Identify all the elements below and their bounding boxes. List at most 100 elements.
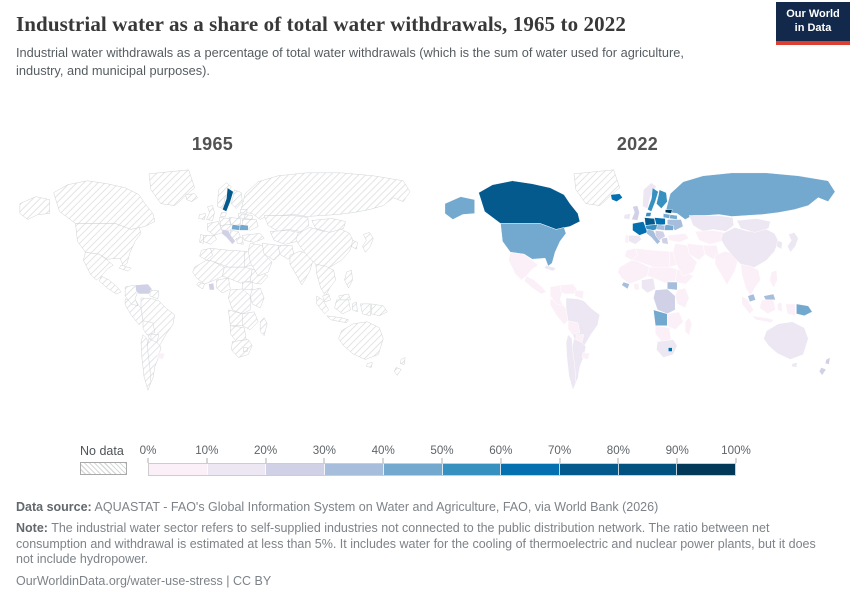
region-japan[interactable] bbox=[787, 232, 799, 253]
canonical-url-link[interactable]: OurWorldinData.org/water-use-stress bbox=[16, 574, 223, 588]
legend-bin[interactable] bbox=[149, 464, 208, 475]
region-kazakhstan[interactable] bbox=[688, 215, 735, 232]
no-data-swatch[interactable] bbox=[80, 462, 127, 475]
region-romania[interactable] bbox=[239, 224, 249, 231]
region-greenland[interactable] bbox=[573, 169, 620, 206]
legend-bin[interactable] bbox=[501, 464, 560, 475]
region-ghana[interactable] bbox=[633, 282, 640, 291]
region-iceland[interactable] bbox=[610, 193, 623, 202]
region-turkey[interactable] bbox=[242, 233, 265, 243]
region-chile[interactable] bbox=[140, 334, 152, 391]
region-mongolia[interactable] bbox=[736, 218, 771, 233]
region-philippines[interactable] bbox=[344, 269, 353, 289]
region-new-zealand[interactable] bbox=[818, 357, 831, 376]
region-russia[interactable] bbox=[241, 172, 411, 220]
region-south-africa[interactable] bbox=[656, 339, 678, 358]
region-denmark[interactable] bbox=[645, 212, 652, 217]
legend-bin[interactable] bbox=[383, 464, 443, 475]
region-south-sudan[interactable] bbox=[667, 281, 678, 291]
region-australia[interactable] bbox=[338, 321, 384, 368]
region-lesotho[interactable] bbox=[668, 347, 673, 352]
region-west-africa[interactable] bbox=[192, 259, 225, 285]
region-peru[interactable] bbox=[549, 298, 569, 325]
region-alaska[interactable] bbox=[19, 196, 50, 220]
region-uruguay[interactable] bbox=[156, 352, 166, 360]
region-uk[interactable] bbox=[631, 205, 640, 221]
region-romania[interactable] bbox=[664, 224, 674, 231]
region-namibia[interactable] bbox=[230, 325, 247, 342]
region-indonesia[interactable] bbox=[741, 295, 796, 323]
region-belarus[interactable] bbox=[244, 214, 253, 220]
region-greece[interactable] bbox=[236, 237, 244, 245]
region-bolivia[interactable] bbox=[567, 320, 581, 335]
region-ireland[interactable] bbox=[198, 213, 206, 220]
region-central-america[interactable] bbox=[99, 275, 122, 295]
legend-bin[interactable] bbox=[325, 464, 384, 475]
region-guyana[interactable] bbox=[149, 289, 160, 300]
region-west-africa[interactable] bbox=[617, 259, 650, 285]
region-estonia[interactable] bbox=[665, 209, 673, 214]
region-canada[interactable] bbox=[478, 180, 581, 230]
region-indochina[interactable] bbox=[315, 263, 336, 297]
region-papua-new-guinea[interactable] bbox=[371, 303, 388, 317]
region-poland[interactable] bbox=[229, 217, 241, 226]
region-iran[interactable] bbox=[686, 243, 706, 261]
region-liberia[interactable] bbox=[196, 281, 205, 290]
region-portugal[interactable] bbox=[624, 234, 629, 244]
region-drc[interactable] bbox=[228, 288, 251, 315]
region-madagascar[interactable] bbox=[684, 317, 693, 336]
region-zambia[interactable] bbox=[667, 311, 684, 330]
region-south-africa[interactable] bbox=[231, 339, 253, 358]
region-turkey[interactable] bbox=[667, 233, 690, 243]
region-korea[interactable] bbox=[776, 240, 783, 250]
region-madagascar[interactable] bbox=[259, 317, 268, 336]
region-central-asia[interactable] bbox=[269, 230, 300, 245]
region-east-africa[interactable] bbox=[674, 287, 690, 309]
region-iran[interactable] bbox=[261, 243, 281, 261]
region-australia[interactable] bbox=[763, 321, 809, 368]
legend-bin[interactable] bbox=[618, 464, 678, 475]
region-finland[interactable] bbox=[231, 189, 243, 209]
region-greenland[interactable] bbox=[148, 169, 195, 206]
region-sweden[interactable] bbox=[647, 187, 659, 212]
region-hungary[interactable] bbox=[656, 224, 666, 231]
region-sweden[interactable] bbox=[222, 187, 234, 212]
region-central-asia[interactable] bbox=[694, 230, 725, 245]
region-indonesia[interactable] bbox=[316, 295, 371, 323]
region-nigeria[interactable] bbox=[216, 277, 231, 294]
region-ghana[interactable] bbox=[208, 282, 215, 291]
legend-bin[interactable] bbox=[442, 464, 502, 475]
region-estonia[interactable] bbox=[240, 209, 248, 214]
region-spain[interactable] bbox=[203, 235, 217, 245]
region-greece[interactable] bbox=[661, 237, 669, 245]
region-bolivia[interactable] bbox=[142, 320, 156, 335]
region-canada[interactable] bbox=[53, 180, 156, 230]
legend-bin[interactable] bbox=[677, 464, 736, 475]
region-italy[interactable] bbox=[221, 229, 236, 245]
region-peru[interactable] bbox=[124, 298, 144, 325]
legend-bin[interactable] bbox=[207, 464, 267, 475]
region-mexico[interactable] bbox=[83, 252, 114, 281]
region-south-sudan[interactable] bbox=[242, 281, 253, 291]
region-belarus[interactable] bbox=[669, 214, 678, 220]
region-philippines[interactable] bbox=[769, 269, 778, 289]
region-italy[interactable] bbox=[646, 229, 661, 245]
region-cuba[interactable] bbox=[543, 264, 557, 272]
region-denmark[interactable] bbox=[220, 212, 227, 217]
region-uk[interactable] bbox=[206, 205, 215, 221]
region-nigeria[interactable] bbox=[641, 277, 656, 294]
region-mexico[interactable] bbox=[508, 252, 539, 281]
region-chile[interactable] bbox=[565, 334, 577, 391]
legend-bin[interactable] bbox=[266, 464, 326, 475]
region-portugal[interactable] bbox=[199, 234, 204, 244]
region-namibia[interactable] bbox=[655, 325, 672, 342]
region-central-america[interactable] bbox=[524, 275, 547, 295]
region-indochina[interactable] bbox=[740, 263, 761, 297]
region-guyana[interactable] bbox=[574, 289, 585, 300]
owid-logo[interactable]: Our World in Data bbox=[776, 2, 850, 45]
region-ireland[interactable] bbox=[623, 213, 631, 220]
region-iceland[interactable] bbox=[185, 193, 198, 202]
region-zambia[interactable] bbox=[242, 311, 259, 330]
region-east-africa[interactable] bbox=[249, 287, 265, 309]
region-japan[interactable] bbox=[362, 232, 374, 253]
